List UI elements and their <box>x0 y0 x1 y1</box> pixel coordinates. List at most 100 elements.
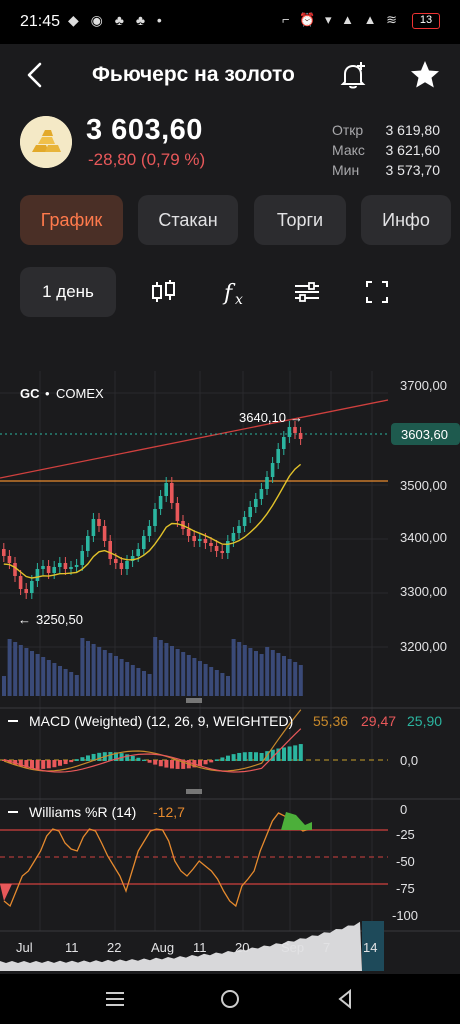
candle-body <box>18 576 23 589</box>
candles-icon[interactable] <box>150 267 178 317</box>
macd-histogram-bar <box>125 754 130 761</box>
volume-bar <box>46 660 51 696</box>
volume-bar <box>86 641 90 696</box>
volume-bar <box>270 650 275 696</box>
open-label: Откр <box>332 122 364 138</box>
volume-bar <box>119 659 124 696</box>
time-tick: Jul <box>16 940 33 955</box>
candle-body <box>46 566 51 573</box>
volume-bar <box>164 643 169 696</box>
volume-bar <box>13 642 18 696</box>
candle-body <box>203 539 208 543</box>
price-chart[interactable]: GC • COMEX 3700,00 3500,00 3400,00 3300,… <box>0 331 460 971</box>
volume-bar <box>282 656 286 696</box>
williams-tick: -75 <box>396 881 415 896</box>
volume-bar <box>254 651 258 696</box>
ma-line <box>3 463 302 579</box>
volume-bar <box>136 668 141 696</box>
macd-histogram-bar <box>214 759 219 761</box>
volume-bar <box>18 645 23 696</box>
candle-body <box>192 536 196 541</box>
period-selector[interactable]: 1 день <box>20 267 116 317</box>
collapse-macd-icon[interactable] <box>8 720 18 722</box>
macd-histogram-bar <box>24 760 29 768</box>
candle-body <box>220 551 224 553</box>
candle-body <box>158 496 163 509</box>
volume-bar <box>35 654 40 696</box>
home-icon[interactable] <box>221 990 239 1008</box>
macd-histogram-bar <box>248 752 253 761</box>
williams-panel <box>0 812 388 908</box>
macd-histogram-bar <box>198 760 202 766</box>
macd-histogram-bar <box>158 760 163 767</box>
candle-body <box>164 483 168 496</box>
recent-apps-icon[interactable] <box>106 992 124 1006</box>
volume-bar <box>259 654 264 696</box>
add-alert-bell-icon[interactable] <box>336 58 370 92</box>
settings-sliders-icon[interactable] <box>293 267 321 317</box>
volume-bar <box>248 648 253 696</box>
macd-histogram-bar <box>153 760 158 765</box>
macd-histogram-bar <box>69 760 74 763</box>
tab-info[interactable]: Инфо <box>361 195 451 245</box>
macd-histogram-bar <box>35 760 40 769</box>
tab-trades[interactable]: Торги <box>254 195 346 245</box>
macd-histogram-bar <box>52 760 57 768</box>
back-arrow-icon[interactable] <box>20 58 50 92</box>
macd-histogram-bar <box>231 754 236 761</box>
volume-bar <box>242 645 247 696</box>
collapse-williams-icon[interactable] <box>8 811 18 813</box>
macd-histogram-bar <box>287 746 292 761</box>
candle-body <box>69 567 73 569</box>
volume-bar <box>293 662 298 696</box>
price-change: -28,80 (0,79 %) <box>88 150 206 169</box>
volume-bar <box>58 666 62 696</box>
candle-body <box>214 546 219 551</box>
time-tick: 11 <box>65 940 79 955</box>
chart-symbol: GC <box>20 386 40 401</box>
candle-body <box>35 569 40 581</box>
macd-histogram-bar <box>164 760 169 768</box>
volume-bar <box>287 659 292 696</box>
volume-bar <box>41 657 46 696</box>
current-price: 3 603,60 <box>86 114 203 146</box>
volume-bar <box>158 640 163 696</box>
williams-value: -12,7 <box>153 804 185 820</box>
volume-bar <box>203 664 208 696</box>
candle-body <box>119 563 124 569</box>
williams-label: Williams %R (14) <box>29 804 136 820</box>
volume-bar <box>147 674 152 696</box>
low-marker-arrow: ← <box>18 612 31 627</box>
price-tick: 3400,00 <box>400 530 447 545</box>
function-icon[interactable]: f x <box>222 267 248 317</box>
candle-body <box>282 437 286 449</box>
tab-order-book[interactable]: Стакан <box>138 195 238 245</box>
candle-body <box>24 589 28 593</box>
status-bar: 21:45 ◆ ◉ ♣ ♣ • ⌐ ⏰ ▾ ▲ ▲ ≋ 13 <box>0 0 460 44</box>
candle-body <box>175 503 180 521</box>
candle-body <box>63 563 68 569</box>
volume-bar <box>214 670 219 696</box>
volume-bar <box>226 676 230 696</box>
volume-bar <box>52 663 57 696</box>
macd-histogram-bar <box>170 760 174 769</box>
volume-bar <box>108 653 113 696</box>
macd-histogram-bar <box>114 752 118 761</box>
battery-icon: 13 <box>412 13 440 29</box>
macd-histogram-bar <box>63 760 68 765</box>
resize-handle-icon <box>186 789 202 794</box>
macd-histogram-bar <box>136 757 141 761</box>
tab-chart[interactable]: График <box>20 195 123 245</box>
volume-bar <box>30 651 34 696</box>
candle-body <box>248 507 252 517</box>
fullscreen-icon[interactable] <box>365 267 389 317</box>
back-nav-icon[interactable] <box>338 988 351 1010</box>
price-tick: 3300,00 <box>400 584 447 599</box>
favorite-star-icon[interactable] <box>408 58 442 92</box>
time-tick: Sep <box>281 940 304 955</box>
macd-histogram-bar <box>91 753 96 761</box>
macd-histogram-bar <box>74 759 79 761</box>
price-tick: 3700,00 <box>400 378 447 393</box>
low-label: Мин <box>332 162 360 178</box>
macd-histogram-bar <box>270 749 275 761</box>
